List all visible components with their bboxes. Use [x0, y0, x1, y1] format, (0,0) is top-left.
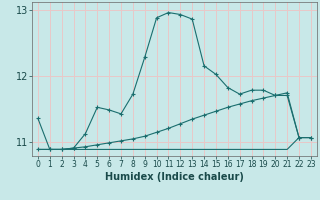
X-axis label: Humidex (Indice chaleur): Humidex (Indice chaleur): [105, 172, 244, 182]
